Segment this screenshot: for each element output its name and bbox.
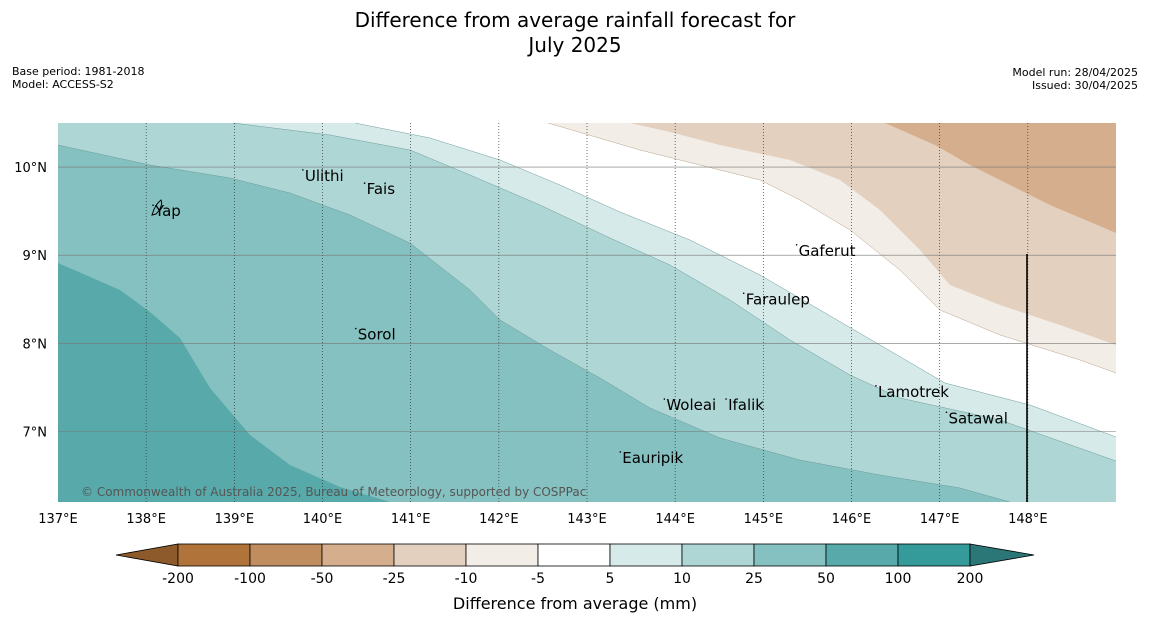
band-25 [58, 145, 1010, 502]
colorbar-segment [825, 543, 899, 567]
place-marker [363, 182, 366, 184]
colorbar-segment [609, 543, 683, 567]
colorbar: -200 -100 -50 -25 -10 -5 5 10 25 50 100 200 [115, 543, 1035, 587]
lon-tick-label: 139°E [215, 512, 255, 527]
lon-tick-label: 137°E [38, 512, 78, 527]
place-label: Faraulep [746, 290, 810, 308]
band-minus-25 [885, 123, 1116, 233]
place-label: Satawal [948, 409, 1007, 427]
place-marker [152, 204, 154, 206]
lat-tick-label: 10°N [14, 161, 47, 176]
lon-tick-label: 144°E [655, 512, 695, 527]
place-marker [725, 398, 727, 400]
colorbar-tick-label: 100 [885, 571, 912, 587]
lon-tick-label: 147°E [920, 512, 960, 527]
title-line-1: Difference from average rainfall forecas… [354, 8, 796, 32]
lon-tick-label: 140°E [303, 512, 343, 527]
place-marker [742, 292, 745, 295]
colorbar-tick-label: 10 [673, 571, 691, 587]
colorbar-extend-high [969, 543, 1035, 567]
yap-island-shape [151, 199, 163, 216]
colorbar-segment [753, 543, 827, 567]
lon-tick-label: 141°E [391, 512, 431, 527]
lon-tick-label: 143°E [567, 512, 607, 527]
place-marker [302, 169, 304, 171]
contour-10 [232, 123, 1116, 462]
colorbar-segment [897, 543, 971, 567]
colorbar-tick-label: -100 [234, 571, 266, 587]
meta-left: Base period: 1981-2018 Model: ACCESS-S2 [12, 65, 144, 91]
colorbar-segment [249, 543, 323, 567]
chart-title: Difference from average rainfall forecas… [0, 8, 1150, 58]
colorbar-tick-label: -10 [455, 571, 478, 587]
colorbar-segment [537, 543, 611, 567]
band-50 [58, 263, 390, 502]
place-marker [354, 327, 357, 330]
lat-tick-label: 8°N [23, 337, 48, 352]
place-label: Fais [367, 180, 396, 198]
place-label: Ifalik [728, 396, 764, 414]
title-line-2: July 2025 [528, 33, 622, 57]
lat-tick-label: 9°N [23, 249, 48, 264]
base-period-text: Base period: 1981-2018 [12, 65, 145, 78]
place-label: Woleai [666, 396, 716, 414]
place-label: Sorol [358, 326, 396, 344]
colorbar-segment [393, 543, 467, 567]
lon-tick-label: 148°E [1008, 512, 1048, 527]
place-label: Ulithi [305, 167, 344, 185]
axis-labels: 137°E 138°E 139°E 140°E 141°E 142°E 143°E 144°E… [14, 161, 1047, 527]
colorbar-tick-label: 25 [745, 571, 763, 587]
place-label: Gaferut [799, 242, 856, 260]
contour-25 [58, 144, 1011, 502]
contour-5 [354, 123, 1116, 438]
lon-tick-label: 142°E [479, 512, 519, 527]
place-label: Lamotrek [878, 383, 949, 401]
place-label: Eauripik [622, 449, 683, 467]
place-marker [795, 244, 798, 246]
model-run-text: Model run: 28/04/2025 [1012, 66, 1138, 79]
colorbar-segment [465, 543, 539, 567]
gridlines [58, 123, 1116, 502]
colorbar-tick-label: 5 [606, 571, 615, 587]
copyright-text: © Commonwealth of Australia 2025, Bureau… [81, 485, 586, 499]
meta-right: Model run: 28/04/2025 Issued: 30/04/2025 [1012, 66, 1138, 92]
lon-tick-label: 145°E [744, 512, 784, 527]
lon-tick-label: 138°E [126, 512, 166, 527]
place-marker [663, 398, 666, 400]
colorbar-tick-label: -5 [531, 571, 545, 587]
colorbar-segment [321, 543, 395, 567]
place-marker [945, 411, 948, 414]
colorbar-segment [681, 543, 755, 567]
colorbar-tick-label: -50 [311, 571, 334, 587]
colorbar-segment [177, 543, 251, 567]
place-marker [875, 385, 877, 387]
lon-tick-label: 146°E [832, 512, 872, 527]
colorbar-tick-label: -25 [383, 571, 406, 587]
place-marker [619, 451, 622, 453]
colorbar-title: Difference from average (mm) [452, 594, 698, 613]
model-text: Model: ACCESS-S2 [12, 78, 114, 91]
band-minus-10 [630, 123, 1116, 345]
colorbar-extend-low [115, 543, 179, 567]
colorbar-tick-label: -200 [162, 571, 194, 587]
issued-text: Issued: 30/04/2025 [1031, 79, 1138, 92]
colorbar-tick-label: 50 [817, 571, 835, 587]
lat-tick-label: 7°N [23, 425, 48, 440]
colorbar-tick-label: 200 [957, 571, 984, 587]
